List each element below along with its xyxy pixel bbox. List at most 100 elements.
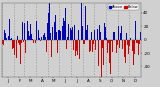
Bar — [70, 28, 71, 40]
Bar — [58, 30, 59, 40]
Bar — [118, 26, 119, 40]
Bar — [92, 40, 93, 52]
Bar — [54, 22, 55, 40]
Bar — [102, 40, 103, 48]
Bar — [106, 37, 107, 40]
Bar — [133, 40, 134, 65]
Bar — [121, 26, 122, 40]
Bar — [87, 25, 88, 40]
Bar — [116, 40, 117, 53]
Bar — [108, 40, 109, 43]
Bar — [96, 37, 97, 40]
Bar — [3, 40, 4, 45]
Bar — [8, 36, 9, 40]
Bar — [114, 32, 115, 40]
Bar — [67, 37, 68, 40]
Bar — [2, 40, 3, 44]
Bar — [84, 40, 85, 44]
Bar — [126, 33, 127, 40]
Bar — [80, 32, 81, 40]
Bar — [66, 40, 67, 49]
Bar — [113, 32, 114, 40]
Bar — [100, 32, 101, 40]
Bar — [74, 25, 75, 40]
Bar — [32, 39, 33, 40]
Bar — [93, 40, 94, 44]
Bar — [130, 38, 131, 40]
Bar — [73, 40, 74, 50]
Bar — [82, 25, 83, 40]
Bar — [28, 31, 29, 40]
Bar — [4, 30, 5, 40]
Bar — [128, 40, 129, 54]
Bar — [101, 40, 102, 77]
Bar — [103, 40, 104, 65]
Bar — [27, 21, 28, 40]
Bar — [46, 40, 47, 52]
Bar — [105, 27, 106, 40]
Bar — [51, 40, 52, 57]
Bar — [38, 30, 39, 40]
Bar — [62, 26, 63, 40]
Bar — [35, 40, 36, 43]
Bar — [29, 36, 30, 40]
Bar — [107, 40, 108, 53]
Bar — [112, 40, 113, 52]
Bar — [123, 40, 124, 47]
Bar — [104, 23, 105, 40]
Bar — [127, 40, 128, 45]
Bar — [109, 40, 110, 63]
Bar — [98, 40, 99, 66]
Bar — [71, 30, 72, 40]
Bar — [119, 40, 120, 48]
Bar — [72, 30, 73, 40]
Bar — [137, 40, 138, 43]
Bar — [22, 22, 23, 40]
Bar — [9, 19, 10, 40]
Bar — [115, 33, 116, 40]
Bar — [90, 40, 91, 51]
Bar — [77, 40, 78, 55]
Bar — [78, 30, 79, 40]
Bar — [40, 40, 41, 41]
Bar — [68, 24, 69, 40]
Bar — [83, 40, 84, 44]
Bar — [24, 23, 25, 40]
Bar — [65, 8, 66, 40]
Bar — [52, 27, 53, 40]
Bar — [131, 40, 132, 56]
Bar — [97, 29, 98, 40]
Bar — [26, 25, 27, 40]
Bar — [76, 40, 77, 51]
Bar — [60, 31, 61, 40]
Bar — [19, 40, 20, 45]
Bar — [85, 6, 86, 40]
Bar — [129, 40, 130, 46]
Bar — [23, 40, 24, 50]
Bar — [99, 25, 100, 40]
Bar — [140, 32, 141, 40]
Bar — [5, 33, 6, 40]
Bar — [138, 40, 139, 55]
Bar — [41, 37, 42, 40]
Bar — [11, 38, 12, 40]
Bar — [12, 40, 13, 49]
Bar — [15, 40, 16, 57]
Bar — [55, 15, 56, 40]
Bar — [69, 40, 70, 41]
Bar — [57, 40, 58, 53]
Bar — [7, 40, 8, 66]
Bar — [25, 40, 26, 53]
Bar — [81, 3, 82, 40]
Bar — [17, 36, 18, 40]
Bar — [135, 21, 136, 40]
Bar — [110, 40, 111, 74]
Bar — [95, 40, 96, 50]
Bar — [30, 24, 31, 40]
Bar — [132, 40, 133, 51]
Bar — [88, 40, 89, 52]
Bar — [134, 40, 135, 54]
Bar — [49, 3, 50, 40]
Bar — [36, 21, 37, 40]
Legend: Above, Below: Above, Below — [108, 4, 139, 10]
